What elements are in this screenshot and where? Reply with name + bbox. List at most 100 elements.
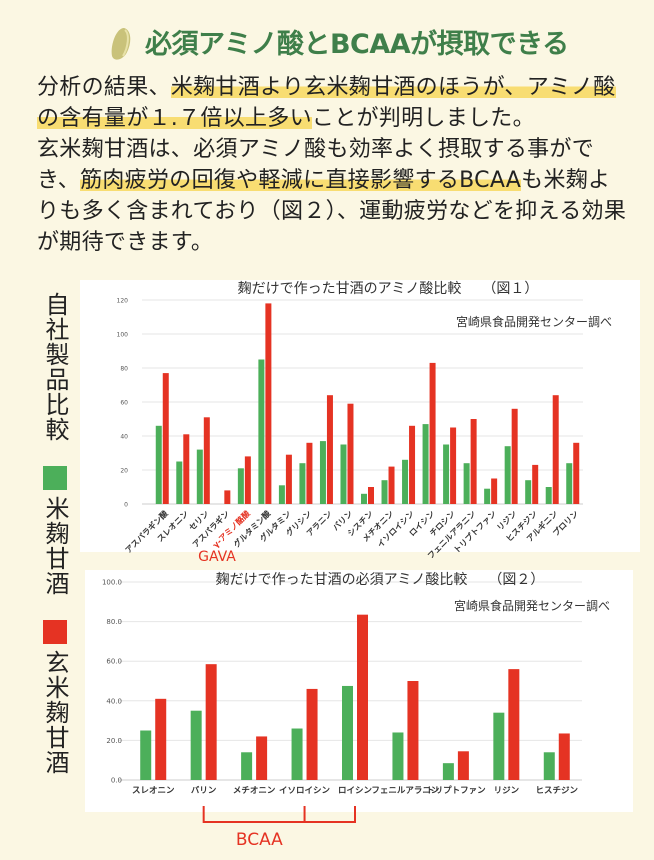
bar-genmai <box>511 408 518 504</box>
legend-label: 玄米麹甘酒 <box>41 650 69 775</box>
bar-kome <box>340 444 347 504</box>
bar-genmai <box>224 490 231 504</box>
bar-genmai <box>368 487 374 504</box>
y-tick-label: 80.0 <box>106 618 122 626</box>
y-tick-label: 60.0 <box>106 658 122 666</box>
bar-kome <box>291 728 303 780</box>
bar-kome <box>493 712 505 780</box>
bar-genmai <box>306 688 318 780</box>
y-tick-label: 80 <box>120 366 128 373</box>
y-tick-label: 60 <box>120 400 128 407</box>
legend-swatch-green <box>43 466 67 490</box>
bar-kome <box>525 480 532 504</box>
bar-kome <box>361 493 367 504</box>
bar-genmai <box>285 454 292 504</box>
bar-genmai <box>244 456 251 504</box>
bar-genmai <box>429 362 436 504</box>
x-tick-label: トリプトファン <box>426 785 486 796</box>
chart-source: 宮崎県食品開発センター調べ <box>454 598 610 613</box>
bar-kome <box>422 424 429 504</box>
y-tick-label: 20.0 <box>106 737 122 745</box>
bar-genmai <box>532 464 539 504</box>
bar-genmai <box>155 698 167 780</box>
paragraph: 分析の結果、米麹甘酒より玄米麹甘酒のほうが、アミノ酸の含有量が１.７倍以上多いこ… <box>37 72 627 134</box>
bar-genmai <box>326 395 333 504</box>
bar-genmai <box>409 425 416 504</box>
bar-genmai <box>508 669 520 780</box>
bar-kome <box>402 459 409 504</box>
text-segment: 玄米麹甘酒は、必須アミノ酸も効率よく摂取する事ができ、 <box>37 137 595 193</box>
chart-source: 宮崎県食品開発センター調べ <box>456 314 612 329</box>
bar-genmai <box>552 395 559 504</box>
y-tick-label: 120 <box>117 298 129 305</box>
bar-genmai <box>256 736 268 780</box>
legend-label: 米麹甘酒 <box>41 496 69 596</box>
bar-genmai <box>203 417 210 504</box>
legend-heading-text: 自社製品比較 <box>41 292 69 442</box>
y-tick-label: 20 <box>120 468 128 475</box>
chart-title: 麹だけで作った甘酒の必須アミノ酸比較 （図２） <box>216 571 545 588</box>
x-tick-label: リジン <box>494 786 520 796</box>
bar-kome <box>504 446 511 504</box>
bar-genmai <box>183 434 190 504</box>
bar-genmai <box>407 681 419 780</box>
bar-kome <box>176 461 183 504</box>
text-segment: も米麹よりも多く含まれており（図２）、運動疲労などを抑える効果が期待できます。 <box>37 168 627 255</box>
section-title: 必須アミノ酸とBCAAが摂取できる <box>145 29 569 60</box>
bar-kome <box>237 468 244 504</box>
bar-genmai <box>491 478 498 504</box>
bar-kome <box>140 730 152 780</box>
y-tick-label: 0.0 <box>111 777 122 785</box>
bar-kome <box>258 359 265 504</box>
bar-genmai <box>205 664 217 780</box>
bar-genmai <box>573 442 580 504</box>
highlighted-text: 筋肉疲労の回復や軽減に直接影響するBCAA <box>80 168 522 193</box>
paragraph: 玄米麹甘酒は、必須アミノ酸も効率よく摂取する事ができ、筋肉疲労の回復や軽減に直接… <box>37 134 627 258</box>
bar-kome <box>443 444 450 504</box>
x-tick-label: ロイシン <box>338 786 373 796</box>
bar-genmai <box>457 751 469 780</box>
y-tick-label: 40.0 <box>106 697 122 705</box>
text-segment: ことが判明しました。 <box>311 106 535 131</box>
x-tick-label: フェニルアラニン <box>371 786 440 796</box>
y-tick-label: 100.0 <box>102 579 122 587</box>
x-tick-label: バリン <box>191 785 217 796</box>
x-tick-label: スレオニン <box>132 786 175 796</box>
x-tick-label: ヒスチジン <box>536 786 579 796</box>
bar-genmai <box>357 614 368 780</box>
bar-kome <box>299 463 306 504</box>
bar-kome <box>319 441 326 504</box>
chart-title: 麹だけで作った甘酒のアミノ酸比較 （図１） <box>238 280 539 297</box>
bar-kome <box>543 752 555 780</box>
bar-kome <box>566 463 573 504</box>
bcaa-bracket <box>202 806 356 823</box>
bar-kome <box>155 425 162 504</box>
y-tick-label: 40 <box>120 434 128 441</box>
bar-kome <box>545 487 552 504</box>
x-tick-label: メチオニン <box>233 786 276 796</box>
chart-1-panel <box>80 280 640 552</box>
bar-kome <box>342 685 353 780</box>
bar-genmai <box>388 466 395 504</box>
bar-genmai <box>558 733 570 780</box>
bar-genmai <box>470 419 477 504</box>
legend-item-kome: 米麹甘酒 <box>41 466 69 596</box>
gava-annotation: GAVA <box>198 549 236 565</box>
y-tick-label: 0 <box>124 502 128 509</box>
rice-grain-icon <box>111 28 131 60</box>
bar-kome <box>196 449 203 504</box>
bar-kome <box>463 463 470 504</box>
bar-kome <box>381 480 388 504</box>
bar-kome <box>442 763 454 780</box>
bcaa-label: BCAA <box>236 830 283 850</box>
legend-swatch-red <box>43 620 67 644</box>
legend-heading: 自社製品比較 <box>41 292 69 442</box>
y-tick-label: 100 <box>117 332 129 339</box>
body-text: 分析の結果、米麹甘酒より玄米麹甘酒のほうが、アミノ酸の含有量が１.７倍以上多いこ… <box>37 72 627 258</box>
bar-kome <box>278 485 285 504</box>
x-tick-label: イソロイシン <box>279 786 331 796</box>
bar-genmai <box>265 303 272 504</box>
bar-kome <box>484 488 491 504</box>
bar-kome <box>241 752 253 780</box>
